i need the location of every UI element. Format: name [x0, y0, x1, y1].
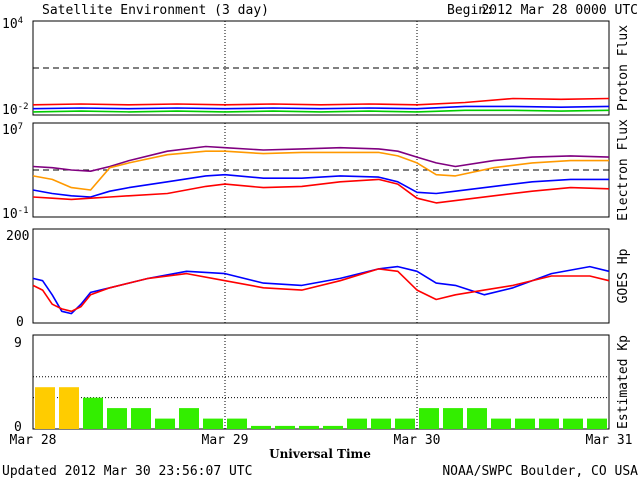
- proton-ytick-top: 104: [2, 16, 23, 32]
- kp-ytick-top: 9: [14, 336, 22, 351]
- begin-label: Begin:: [447, 3, 494, 18]
- kp-bar: [443, 408, 463, 429]
- kp-bar: [227, 418, 247, 429]
- proton-series-line-2: [32, 105, 610, 110]
- goes-hp-ylabel: GOES Hp: [616, 248, 631, 303]
- kp-ytick-bottom: 0: [14, 420, 22, 435]
- kp-bar: [563, 418, 583, 429]
- grid-layer: [33, 21, 609, 429]
- credit-text: NOAA/SWPC Boulder, CO USA: [442, 464, 638, 479]
- updated-timestamp: Updated 2012 Mar 30 23:56:07 UTC: [2, 464, 252, 479]
- kp-bar: [35, 387, 55, 429]
- kp-bar: [203, 418, 223, 429]
- kp-panel-frame: [32, 334, 610, 430]
- kp-bar: [155, 418, 175, 429]
- kp-bar: [107, 408, 127, 429]
- kp-bar: [347, 418, 367, 429]
- proton-ylabel: Proton Flux: [616, 25, 631, 111]
- kp-bar: [83, 397, 103, 429]
- electron-ylabel: Electron Flux: [616, 119, 631, 221]
- x-tick-label-mar29: Mar 29: [202, 433, 249, 448]
- x-tick-label-mar28: Mar 28: [10, 433, 57, 448]
- kp-bar: [491, 418, 511, 429]
- series-layer: [32, 97, 610, 315]
- goes_hp-series-line-2: [32, 268, 610, 313]
- proton-panel-frame: [32, 20, 610, 116]
- kp-bar: [323, 425, 343, 429]
- electron-ytick-bottom: 10-1: [2, 206, 29, 222]
- electron-series-line-1: [32, 145, 610, 172]
- electron-series-line-2: [32, 150, 609, 191]
- electron-ytick-top: 107: [2, 122, 23, 138]
- chart-title: Satellite Environment (3 day): [42, 3, 269, 18]
- kp-bar: [371, 418, 391, 429]
- kp-ylabel: Estimated Kp: [616, 335, 631, 429]
- kp-bar: [539, 418, 559, 429]
- kp-bar: [299, 425, 319, 429]
- kp-bar: [275, 425, 295, 429]
- goes-hp-panel-frame: [32, 228, 610, 324]
- begin-value: 2012 Mar 28 0000 UTC: [481, 3, 638, 18]
- kp-bar: [395, 418, 415, 429]
- goes_hp-series-line-1: [32, 265, 610, 315]
- goes-hp-ytick-top: 200: [6, 229, 29, 244]
- proton-series-line-1: [32, 97, 610, 106]
- proton-series-line-3: [32, 109, 610, 113]
- x-axis-title: Universal Time: [269, 447, 371, 461]
- kp-bar: [251, 425, 271, 429]
- kp-bar: [587, 418, 607, 429]
- kp-bar: [419, 408, 439, 429]
- x-tick-label-mar30: Mar 30: [394, 433, 441, 448]
- kp-bar: [179, 408, 199, 429]
- electron-panel-frame: [32, 122, 610, 218]
- x-tick-label-mar31: Mar 31: [586, 433, 633, 448]
- electron-series-line-4: [32, 178, 610, 204]
- kp-bar: [515, 418, 535, 429]
- kp-bar: [467, 408, 487, 429]
- electron-series-line-3: [32, 173, 609, 198]
- kp-bars: [35, 387, 607, 429]
- proton-ytick-bottom: 10-2: [2, 102, 29, 118]
- goes-hp-ytick-bottom: 0: [16, 315, 24, 330]
- kp-bar: [59, 387, 79, 429]
- kp-bar: [131, 408, 151, 429]
